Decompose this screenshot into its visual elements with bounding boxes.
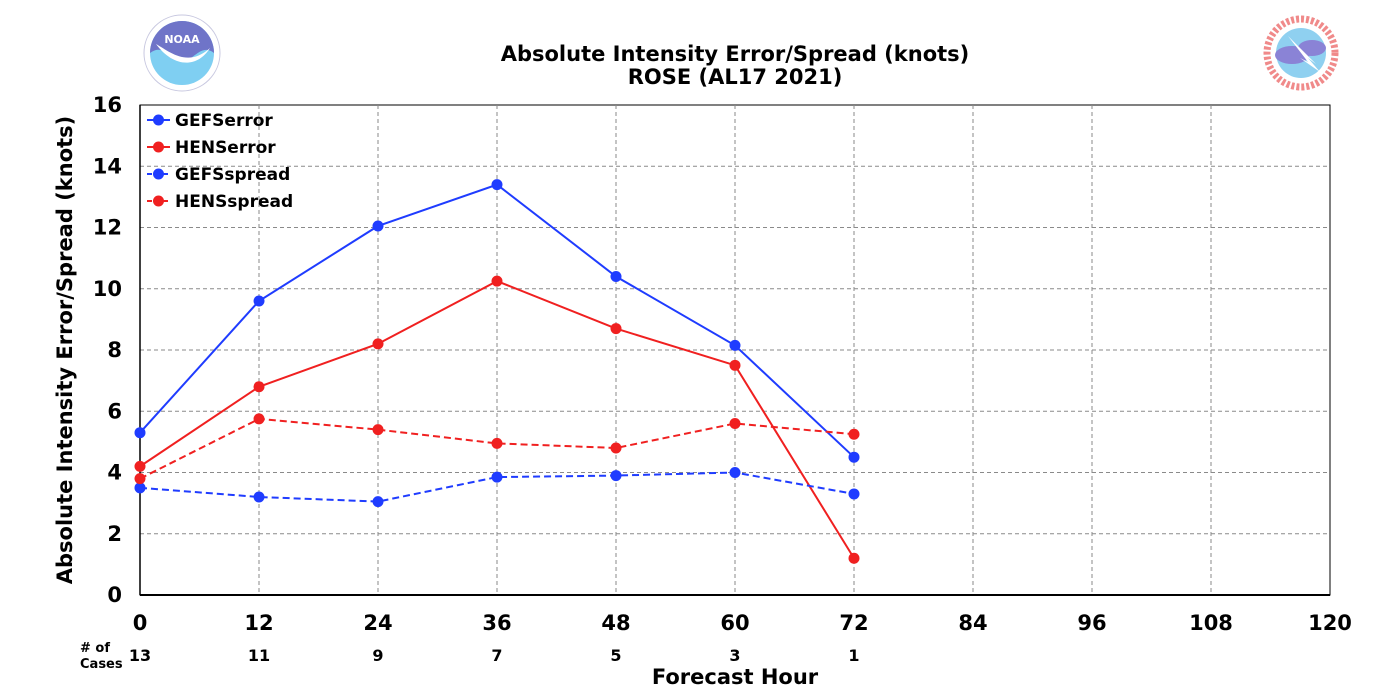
data-point bbox=[491, 179, 503, 191]
data-point bbox=[134, 482, 146, 494]
cases-count: 1 bbox=[848, 646, 859, 665]
series-layer bbox=[134, 179, 860, 564]
data-point bbox=[372, 220, 384, 232]
noaa-logo-text: NOAA bbox=[164, 33, 200, 46]
legend: GEFSerror HENSerror GEFSspread HENSspread bbox=[147, 111, 293, 212]
data-point bbox=[729, 467, 741, 478]
y-axis-label: Absolute Intensity Error/Spread (knots) bbox=[53, 116, 77, 585]
x-tick-label: 84 bbox=[958, 611, 987, 635]
cases-count: 5 bbox=[610, 646, 621, 665]
x-tick-label: 24 bbox=[363, 611, 392, 635]
legend-label: HENSerror bbox=[175, 138, 276, 158]
y-tick-label: 2 bbox=[107, 522, 122, 546]
y-tick-label: 10 bbox=[93, 277, 122, 301]
x-tick-label: 48 bbox=[601, 611, 630, 635]
x-tick-label: 0 bbox=[133, 611, 148, 635]
legend-item-HENSspread: HENSspread bbox=[147, 192, 293, 212]
legend-marker bbox=[153, 168, 164, 180]
x-tick-label: 96 bbox=[1077, 611, 1106, 635]
cases-count: 3 bbox=[729, 646, 740, 665]
y-tick-label: 4 bbox=[107, 461, 122, 485]
cases-count: 13 bbox=[129, 646, 151, 665]
series-HENSspread bbox=[134, 413, 860, 485]
chart-subtitle: ROSE (AL17 2021) bbox=[628, 65, 843, 89]
legend-label: GEFSspread bbox=[175, 165, 290, 185]
x-tick-label: 108 bbox=[1189, 611, 1233, 635]
legend-label: HENSspread bbox=[175, 192, 293, 212]
data-point bbox=[729, 359, 741, 371]
data-point bbox=[848, 488, 860, 500]
data-point bbox=[372, 496, 384, 508]
noaa-logo: NOAA bbox=[143, 14, 221, 92]
data-point bbox=[610, 442, 622, 454]
data-point bbox=[729, 339, 741, 351]
chart-title: Absolute Intensity Error/Spread (knots) bbox=[501, 42, 970, 66]
data-point bbox=[491, 437, 503, 449]
cases-count: 11 bbox=[248, 646, 270, 665]
x-tick-labels: 0 12 24 36 48 60 72 84 96 108 120 bbox=[133, 611, 1352, 635]
data-point bbox=[372, 338, 384, 350]
data-point bbox=[848, 451, 860, 463]
data-point bbox=[134, 473, 146, 485]
x-tick-label: 60 bbox=[720, 611, 749, 635]
series-GEFSspread bbox=[134, 467, 860, 508]
y-tick-label: 8 bbox=[107, 338, 122, 362]
legend-marker bbox=[153, 195, 164, 207]
x-axis-label: Forecast Hour bbox=[652, 665, 819, 689]
x-tick-label: 72 bbox=[839, 611, 868, 635]
legend-item-GEFSspread: GEFSspread bbox=[147, 165, 290, 185]
data-point bbox=[253, 491, 265, 503]
x-tick-label: 120 bbox=[1308, 611, 1352, 635]
cases-count: 7 bbox=[491, 646, 502, 665]
data-point bbox=[253, 381, 265, 393]
legend-marker bbox=[153, 141, 164, 153]
data-point bbox=[848, 552, 860, 564]
y-tick-label: 16 bbox=[93, 93, 122, 117]
data-point bbox=[729, 418, 741, 429]
data-point bbox=[491, 471, 503, 483]
y-tick-label: 0 bbox=[107, 583, 122, 607]
cases-count: 9 bbox=[372, 646, 383, 665]
data-point bbox=[610, 271, 622, 282]
data-point bbox=[610, 323, 622, 335]
y-tick-label: 12 bbox=[93, 216, 122, 240]
series-HENSerror bbox=[134, 275, 860, 564]
y-tick-labels: 0 2 4 6 8 10 12 14 16 bbox=[93, 93, 122, 607]
legend-marker bbox=[153, 114, 164, 126]
data-point bbox=[372, 424, 384, 436]
legend-item-HENSerror: HENSerror bbox=[147, 138, 276, 158]
data-point bbox=[491, 275, 503, 287]
data-point bbox=[134, 460, 146, 472]
y-tick-label: 14 bbox=[93, 154, 122, 178]
data-point bbox=[253, 295, 265, 307]
x-tick-label: 12 bbox=[244, 611, 273, 635]
legend-label: GEFSerror bbox=[175, 111, 273, 131]
data-point bbox=[134, 427, 146, 439]
x-tick-label: 36 bbox=[482, 611, 511, 635]
y-tick-label: 6 bbox=[107, 399, 122, 423]
data-point bbox=[610, 470, 622, 482]
data-point bbox=[253, 413, 265, 425]
nws-logo bbox=[1263, 15, 1339, 91]
cases-label-line1: # of bbox=[80, 641, 110, 656]
data-point bbox=[848, 428, 860, 440]
legend-item-GEFSerror: GEFSerror bbox=[147, 111, 273, 131]
cases-row: 13 11 9 7 5 3 1 bbox=[129, 646, 860, 665]
series-GEFSerror bbox=[134, 179, 860, 463]
cases-label-line2: Cases bbox=[80, 657, 123, 672]
